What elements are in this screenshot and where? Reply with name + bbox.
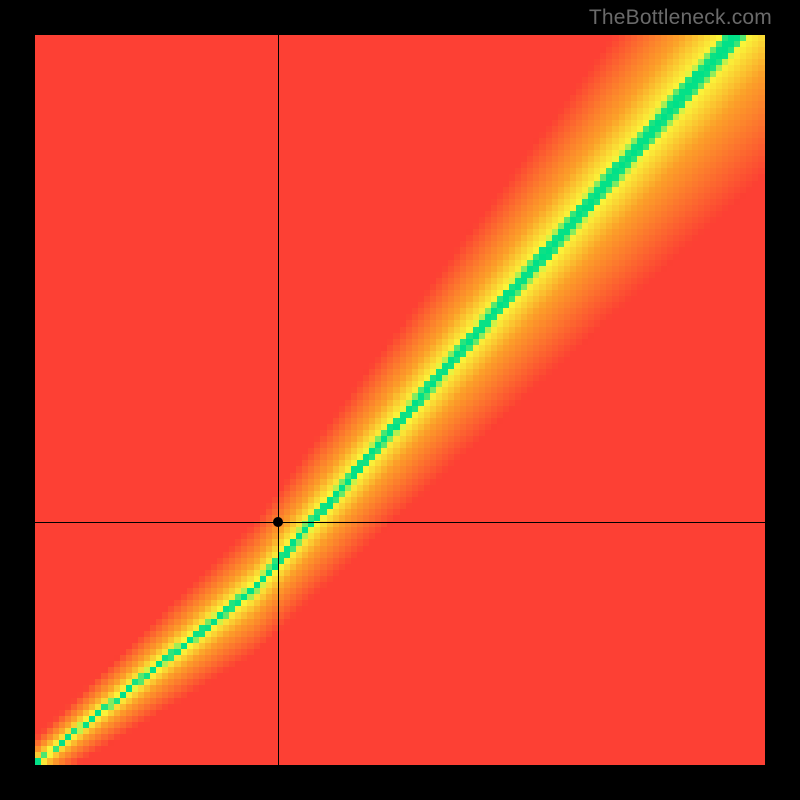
crosshair-marker	[273, 517, 283, 527]
heatmap-canvas	[35, 35, 765, 765]
heatmap-plot	[35, 35, 765, 765]
crosshair-horizontal	[35, 522, 765, 523]
crosshair-vertical	[278, 35, 279, 765]
watermark-text: TheBottleneck.com	[589, 6, 772, 30]
